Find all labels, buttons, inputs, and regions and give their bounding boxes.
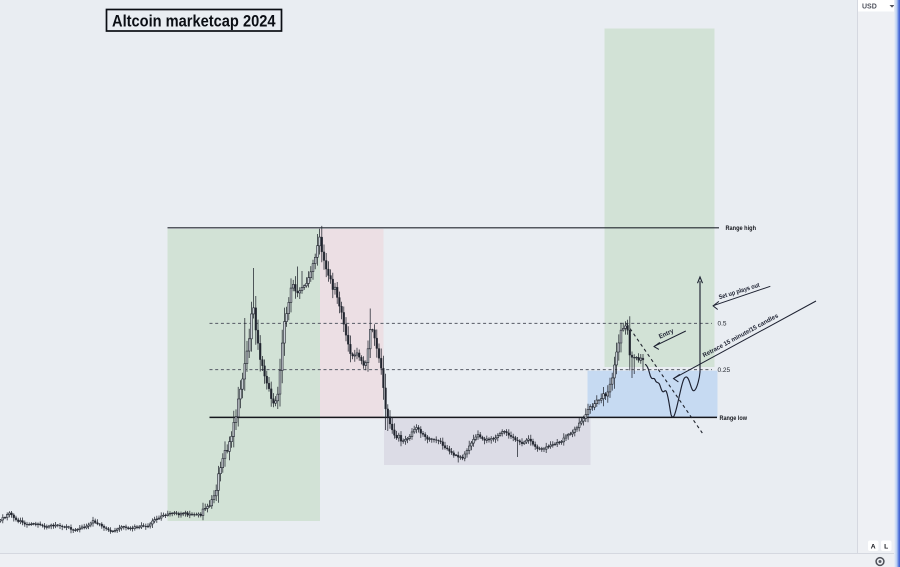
svg-text:A: A (871, 544, 876, 551)
svg-text:Range high: Range high (726, 226, 757, 232)
svg-text:0.5: 0.5 (718, 321, 727, 328)
svg-text:USD: USD (862, 4, 877, 11)
svg-text:0.25: 0.25 (718, 367, 731, 374)
svg-text:Altcoin marketcap 2024: Altcoin marketcap 2024 (112, 12, 276, 31)
svg-text:Range low: Range low (720, 416, 748, 422)
svg-text:L: L (884, 544, 888, 551)
